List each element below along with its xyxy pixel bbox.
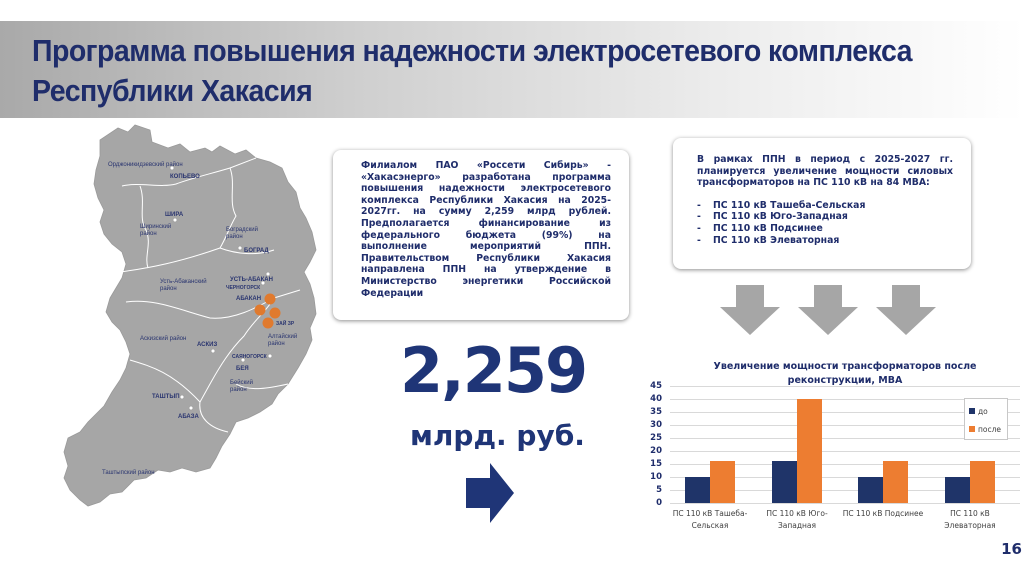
- x-axis-label: ПС 110 кВ Подсинее: [842, 509, 924, 518]
- y-tick: 30: [650, 420, 662, 430]
- header-band: [0, 21, 1024, 118]
- substation-marker: [254, 304, 266, 316]
- map-shape: [63, 124, 317, 507]
- substation-list-item: - ПС 110 кВ Подсинее: [697, 222, 823, 234]
- bar-before-podsinee: [858, 477, 883, 503]
- down-arrow-icon: [720, 285, 780, 335]
- map-label: Аскизский район: [140, 336, 187, 342]
- map-label: АБАЗА: [178, 414, 199, 420]
- substation-list-item: - ПС 110 кВ Элеваторная: [697, 234, 840, 246]
- gridline: [670, 399, 1020, 400]
- map-label: БЕЯ: [236, 366, 249, 372]
- map-label: ТАШТЫП: [152, 394, 180, 400]
- gridline: [670, 412, 1020, 413]
- region-map: Орджоникидзевский район КОПЬЕВО ШИРА Шир…: [60, 122, 325, 522]
- legend-item-after: после: [969, 424, 1001, 434]
- bar-chart: 0 5 10 15 20 25 30 35 40 45 ПС 110 кВ Та…: [650, 380, 1020, 545]
- gridline: [670, 425, 1020, 426]
- transformer-upgrade-intro: В рамках ППН в период с 2025-2027 гг. пл…: [697, 154, 953, 189]
- map-label: Таштыпский район: [102, 470, 155, 476]
- gridline: [670, 386, 1020, 387]
- map-label: КОПЬЕВО: [170, 174, 200, 180]
- y-tick: 35: [650, 407, 662, 417]
- map-label: ШИРА: [165, 212, 184, 218]
- map-label: Усть-Абаканский район: [160, 279, 207, 292]
- map-label: АБАКАН: [236, 296, 262, 302]
- x-axis-label: ПС 110 кВ Юго- Западная: [766, 509, 828, 530]
- gridline: [670, 451, 1020, 452]
- gridline: [670, 464, 1020, 465]
- map-label: АСКИЗ: [197, 342, 218, 348]
- map-label: САЯНОГОРСК: [232, 354, 267, 360]
- transformer-upgrade-box: В рамках ППН в период с 2025-2027 гг. пл…: [673, 138, 971, 269]
- substation-marker: [264, 293, 276, 305]
- page-number: 16: [1001, 540, 1022, 558]
- bar-before-yugo-zapadnaya: [772, 461, 797, 503]
- program-description-box: Филиалом ПАО «Россети Сибирь» - «Хакасэн…: [333, 150, 629, 320]
- map-label: БОГРАД: [244, 248, 269, 254]
- map-label: Алтайский район: [268, 334, 298, 347]
- gridline: [670, 490, 1020, 491]
- substation-marker: [262, 317, 274, 329]
- map-label: ЗАЙ ЗР: [276, 321, 295, 327]
- map-label: УСТЬ-АБАКАН: [230, 277, 273, 283]
- map-label: ЧЕРНОГОРСК: [226, 285, 261, 291]
- map-label: Бейский район: [230, 380, 253, 393]
- bar-after-elevatornaya: [970, 461, 995, 503]
- map-label: Орджоникидзевский район: [108, 162, 183, 168]
- down-arrow-icon: [876, 285, 936, 335]
- legend-item-before: до: [969, 406, 988, 416]
- x-axis-label: ПС 110 кВ Ташеба- Сельская: [672, 509, 748, 530]
- chart-legend: до после: [964, 398, 1008, 440]
- page-title: Программа повышения надежности электросе…: [32, 33, 912, 108]
- gridline: [670, 477, 1020, 478]
- gridline: [670, 438, 1020, 439]
- bar-before-elevatornaya: [945, 477, 970, 503]
- substation-list-item: - ПС 110 кВ Юго-Западная: [697, 211, 848, 223]
- y-tick: 25: [650, 433, 662, 443]
- y-tick: 15: [650, 459, 662, 469]
- bar-after-yugo-zapadnaya: [797, 399, 822, 503]
- funding-amount: 2,259: [400, 334, 588, 407]
- chart-title: Увеличение мощности трансформаторов посл…: [713, 361, 977, 386]
- y-tick: 10: [650, 472, 662, 482]
- funding-unit: млрд. руб.: [410, 419, 585, 452]
- y-tick: 40: [650, 394, 662, 404]
- substation-list-item: - ПС 110 кВ Ташеба-Сельская: [697, 199, 866, 211]
- x-axis-label: ПС 110 кВ Элеваторная: [944, 509, 996, 530]
- substation-marker: [269, 307, 281, 319]
- bar-after-podsinee: [883, 461, 908, 503]
- substation-list: - ПС 110 кВ Ташеба-Сельская - ПС 110 кВ Юг…: [697, 200, 953, 246]
- y-tick: 20: [650, 446, 662, 456]
- bar-after-tasheba: [710, 461, 735, 503]
- y-tick: 0: [656, 498, 662, 508]
- legend-swatch: [969, 426, 975, 432]
- legend-swatch: [969, 408, 975, 414]
- right-arrow-icon: [466, 463, 514, 523]
- y-tick: 45: [650, 381, 662, 391]
- map-label: Боградский район: [226, 227, 258, 240]
- down-arrow-icon: [798, 285, 858, 335]
- y-tick: 5: [656, 485, 662, 495]
- program-description-text: Филиалом ПАО «Россети Сибирь» - «Хакасэн…: [361, 160, 611, 299]
- bar-before-tasheba: [685, 477, 710, 503]
- gridline: [670, 503, 1020, 504]
- map-label: Ширинский район: [140, 224, 172, 237]
